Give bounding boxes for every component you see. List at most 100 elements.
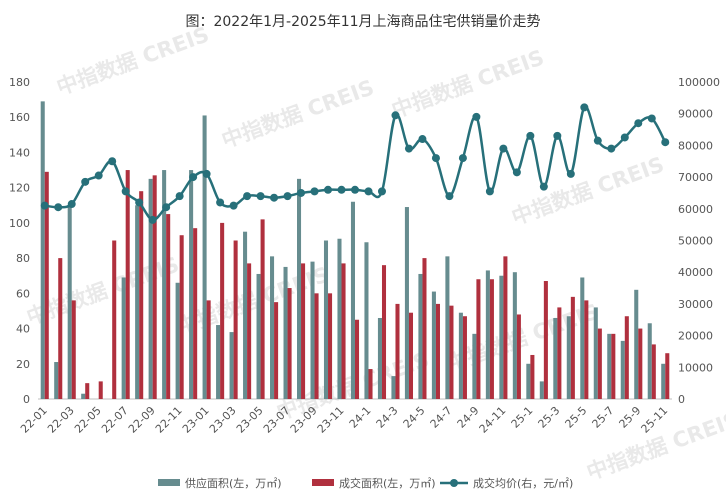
supply-bar xyxy=(620,340,625,399)
sales-bar xyxy=(112,240,117,399)
y-left-tick-label: 40 xyxy=(16,323,30,336)
supply-bar xyxy=(472,333,477,399)
price-point xyxy=(404,144,413,153)
supply-bar xyxy=(485,270,490,399)
legend: 供应面积(左，万㎡) 成交面积(左，万㎡) 成交均价(右，元/㎡) xyxy=(158,476,573,490)
y-left-tick-label: 160 xyxy=(9,111,30,124)
sales-bar xyxy=(638,328,643,399)
supply-bar xyxy=(418,273,423,399)
price-point xyxy=(54,203,63,212)
price-point xyxy=(377,187,386,196)
supply-bar xyxy=(566,316,571,399)
y-left-tick-label: 20 xyxy=(16,358,30,371)
sales-bar xyxy=(584,300,589,399)
supply-bar xyxy=(323,240,329,399)
price-point xyxy=(553,131,562,140)
y-left-tick-label: 80 xyxy=(16,252,30,265)
sales-bar xyxy=(381,265,387,399)
price-point xyxy=(593,136,602,145)
y-right-tick-label: 100000 xyxy=(678,76,720,89)
supply-bar xyxy=(593,307,598,399)
sales-bar xyxy=(355,319,360,399)
sales-bar xyxy=(233,240,238,399)
y-left-tick-label: 100 xyxy=(9,217,30,230)
sales-bar xyxy=(503,256,508,399)
price-point xyxy=(499,144,508,153)
supply-bar xyxy=(553,317,558,399)
price-point xyxy=(634,119,643,128)
sales-bar xyxy=(193,228,198,399)
supply-bar xyxy=(431,291,436,399)
supply-bar xyxy=(67,205,72,399)
chart-title: 图：2022年1月-2025年11月上海商品住宅供销量价走势 xyxy=(185,14,540,30)
sales-bar xyxy=(395,303,400,399)
price-point xyxy=(121,187,130,196)
sales-bar xyxy=(301,263,306,399)
sales-bar xyxy=(422,258,427,399)
supply-bar xyxy=(40,101,45,400)
price-point xyxy=(283,192,292,201)
supply-bar xyxy=(647,323,652,399)
y-left-tick-label: 0 xyxy=(23,393,30,406)
supply-bar xyxy=(458,312,463,399)
sales-bar xyxy=(179,235,184,399)
supply-bar xyxy=(283,266,288,399)
sales-bar xyxy=(543,281,548,399)
price-point xyxy=(189,173,198,182)
price-point xyxy=(607,144,616,153)
sales-bar xyxy=(58,258,63,399)
price-point xyxy=(94,171,103,180)
price-point xyxy=(202,169,211,178)
price-point xyxy=(81,177,90,186)
y-right-tick-label: 40000 xyxy=(678,266,713,279)
supply-bar xyxy=(162,170,167,399)
y-right-tick-label: 30000 xyxy=(678,298,713,311)
price-point xyxy=(40,201,49,210)
supply-bar xyxy=(445,256,450,399)
sales-bar xyxy=(570,296,575,399)
sales-bar xyxy=(408,312,414,399)
price-point xyxy=(270,193,279,202)
supply-bar xyxy=(350,201,355,399)
supply-bar xyxy=(499,275,504,399)
supply-bar xyxy=(216,325,221,399)
sales-bar xyxy=(462,316,467,399)
sales-bar xyxy=(476,279,481,399)
y-left-tick-label: 140 xyxy=(9,146,30,159)
price-point xyxy=(229,201,238,210)
sales-bar xyxy=(85,383,90,399)
sales-bar xyxy=(274,302,279,399)
y-right-tick-label: 70000 xyxy=(678,171,713,184)
price-point xyxy=(351,185,359,194)
supply-bar xyxy=(54,362,59,399)
supply-bar xyxy=(243,231,248,399)
price-point xyxy=(418,135,427,144)
y-right-tick-label: 10000 xyxy=(678,361,713,374)
supply-bar xyxy=(310,261,315,399)
sales-bar xyxy=(98,381,103,399)
sales-bar xyxy=(260,219,265,399)
legend-sales-label: 成交面积(左，万㎡) xyxy=(339,476,436,490)
price-point xyxy=(485,187,494,196)
supply-bar xyxy=(661,363,666,399)
y-right-tick-label: 60000 xyxy=(678,203,713,216)
supply-bar xyxy=(81,393,86,399)
supply-bar xyxy=(229,332,234,399)
sales-bar xyxy=(597,328,602,399)
y-left-tick-label: 60 xyxy=(16,287,30,300)
price-point xyxy=(364,187,373,196)
supply-bar xyxy=(364,242,369,399)
sales-bar xyxy=(435,303,440,399)
sales-bar xyxy=(247,263,252,399)
y-right-tick-label: 0 xyxy=(678,393,685,406)
price-point xyxy=(472,112,481,121)
price-point xyxy=(620,133,629,142)
sales-bar xyxy=(665,353,670,399)
supply-bar xyxy=(526,363,531,399)
legend-supply-swatch xyxy=(158,479,180,486)
price-point xyxy=(108,157,117,166)
price-point xyxy=(162,203,171,212)
supply-bar xyxy=(580,277,585,399)
